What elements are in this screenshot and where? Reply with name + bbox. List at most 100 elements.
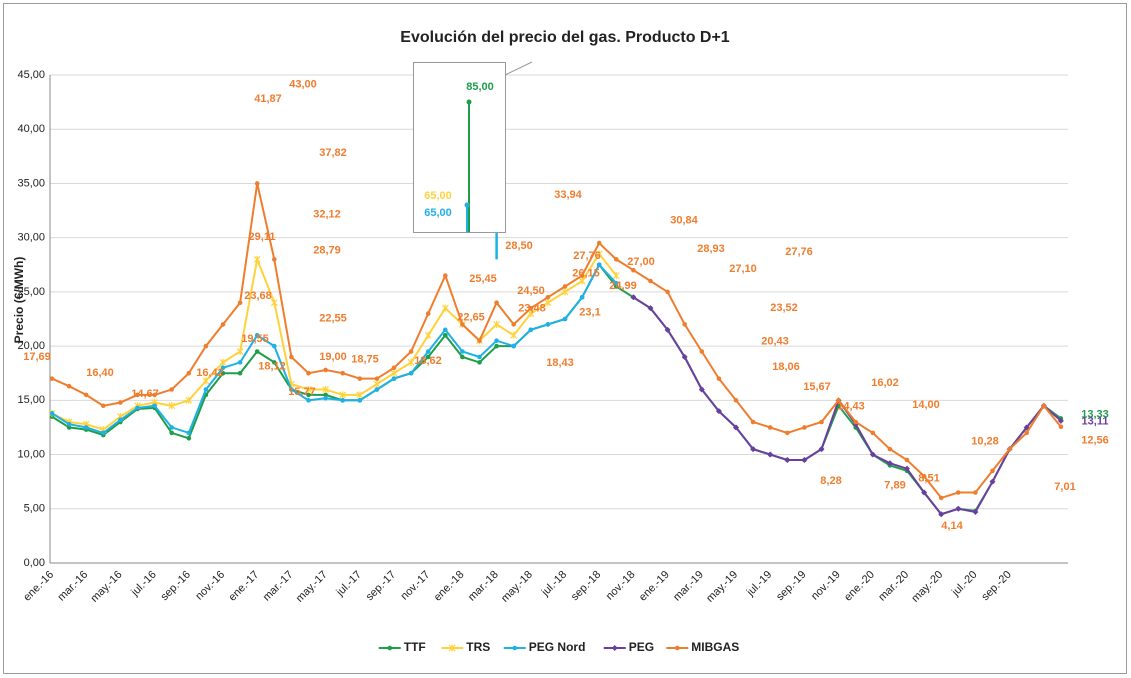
marker: [101, 403, 106, 409]
marker: [870, 430, 876, 436]
data-label: 16,42: [196, 367, 224, 379]
data-label: 27,10: [729, 263, 757, 275]
marker: [477, 360, 482, 365]
marker: [460, 322, 465, 327]
marker: [853, 419, 858, 425]
marker: [750, 446, 757, 453]
marker: [972, 509, 979, 516]
data-label: 26,15: [572, 267, 600, 279]
marker: [579, 295, 585, 300]
data-label: 4,14: [941, 520, 963, 532]
marker: [237, 370, 243, 376]
legend-label: MIBGAS: [691, 640, 739, 654]
legend-label: TRS: [466, 640, 490, 654]
marker: [886, 460, 893, 467]
marker: [49, 376, 55, 381]
marker: [135, 392, 140, 398]
data-label: 18,06: [772, 361, 800, 373]
marker: [169, 430, 174, 436]
marker: [443, 327, 448, 333]
marker: [477, 338, 482, 343]
data-label: 27,76: [785, 246, 813, 258]
data-label: 16,02: [871, 377, 899, 389]
marker: [306, 398, 311, 403]
marker: [1057, 417, 1064, 424]
y-tick-label: 15,00: [17, 394, 45, 406]
marker: [493, 320, 501, 328]
data-label: 25,45: [469, 273, 497, 285]
marker: [494, 338, 499, 343]
data-label: 18,75: [351, 354, 379, 366]
marker: [306, 370, 311, 376]
marker: [698, 386, 705, 393]
marker: [733, 424, 739, 431]
data-label: 8,51: [918, 473, 939, 485]
marker: [1007, 446, 1012, 452]
marker: [356, 391, 364, 399]
data-label: 8,28: [820, 475, 841, 487]
marker: [135, 405, 140, 411]
inset-label: 65,00: [424, 207, 452, 219]
data-label: 16,40: [86, 367, 114, 379]
data-label: 43,00: [289, 79, 317, 91]
marker: [254, 349, 260, 354]
marker: [203, 387, 209, 392]
marker: [818, 446, 825, 453]
marker: [716, 376, 722, 381]
data-label: 24,99: [609, 280, 637, 292]
marker: [938, 511, 945, 518]
marker: [545, 295, 551, 300]
marker: [665, 289, 670, 295]
data-label: 7,01: [1054, 481, 1075, 493]
marker: [443, 273, 448, 278]
marker: [1024, 430, 1029, 436]
data-label: 23,52: [770, 302, 798, 314]
marker: [801, 456, 808, 463]
data-label: 20,43: [761, 335, 789, 347]
y-tick-label: 30,00: [17, 232, 45, 244]
data-label: 13,11: [1082, 416, 1109, 428]
marker: [869, 451, 876, 458]
inset-marker: [464, 202, 470, 208]
marker: [66, 421, 72, 427]
data-label: 27,76: [573, 250, 601, 262]
marker: [254, 181, 260, 186]
marker: [202, 377, 210, 385]
chart-frame: [3, 3, 1127, 674]
marker: [391, 376, 397, 381]
marker: [425, 311, 431, 316]
marker: [390, 369, 398, 377]
inset-connector: [504, 61, 533, 76]
marker: [408, 349, 414, 354]
marker: [733, 398, 739, 403]
marker: [101, 430, 106, 436]
marker: [272, 360, 277, 365]
data-label: 28,79: [313, 245, 341, 257]
legend: TTF TRS PEG Nord PEG MIBGAS: [378, 640, 739, 654]
marker: [545, 322, 551, 327]
data-label: 18,12: [258, 360, 286, 372]
marker: [49, 411, 55, 416]
marker: [904, 465, 910, 472]
marker: [664, 326, 671, 333]
y-axis-title: Precio (€/MWh): [12, 257, 26, 344]
data-label: 7,89: [884, 479, 905, 491]
marker: [562, 284, 568, 289]
marker: [904, 457, 910, 463]
marker: [631, 267, 636, 273]
marker: [83, 425, 89, 430]
y-tick-label: 35,00: [17, 177, 45, 189]
marker: [374, 376, 380, 381]
marker: [819, 419, 824, 425]
marker: [203, 343, 209, 349]
marker: [169, 387, 174, 392]
marker: [83, 392, 89, 398]
data-label: 41,87: [254, 93, 282, 105]
marker: [185, 396, 193, 404]
marker: [767, 425, 773, 430]
marker: [237, 300, 243, 306]
data-label: 23,48: [518, 302, 546, 314]
data-label: 19,55: [241, 333, 269, 345]
marker: [561, 288, 569, 296]
marker: [374, 387, 380, 392]
